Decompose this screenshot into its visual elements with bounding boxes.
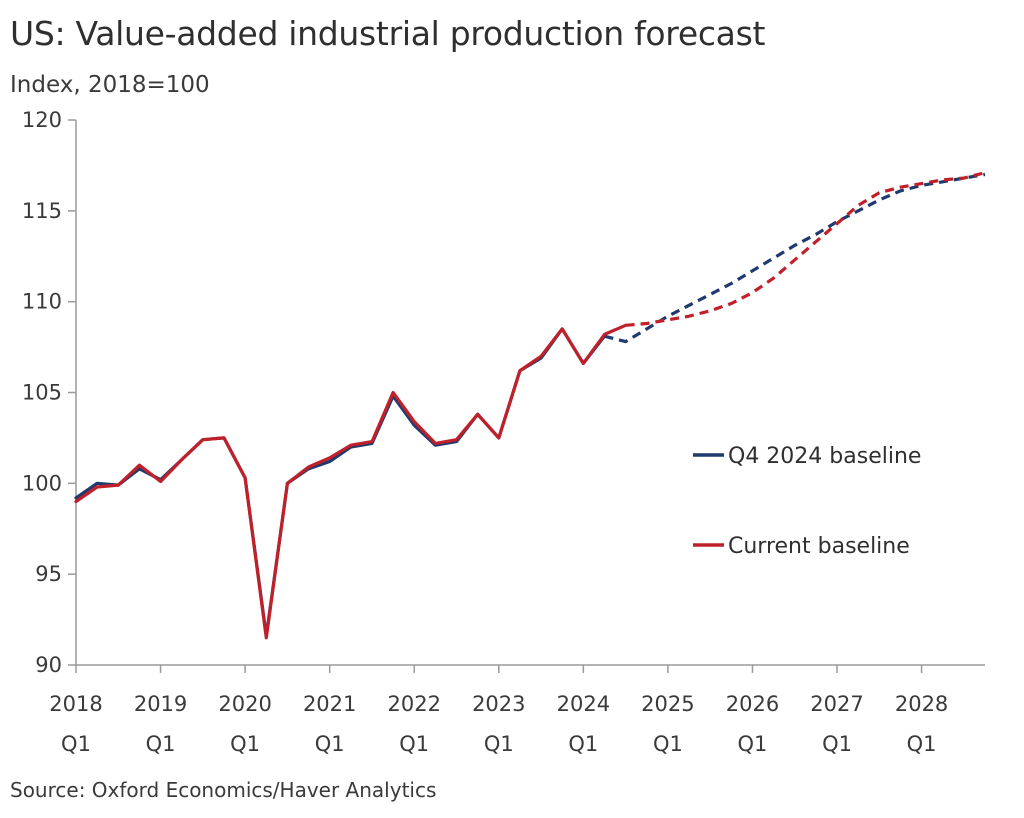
series-line-history-current-baseline — [74, 323, 628, 640]
x-tick-label-year: 2024 — [557, 692, 610, 716]
x-tick-label-quarter: Q1 — [653, 732, 683, 756]
x-tick-label-quarter: Q1 — [822, 732, 852, 756]
x-tick-label-year: 2026 — [726, 692, 779, 716]
y-tick-label: 115 — [22, 199, 62, 223]
axes: 90 95 100 105 110 115 120 2018 Q1 2019 Q1 2020 Q1 202… — [22, 108, 985, 756]
x-tick-label-quarter: Q1 — [568, 732, 598, 756]
source-note: Source: Oxford Economics/Haver Analytics — [10, 778, 437, 802]
x-tick-label-quarter: Q1 — [484, 732, 514, 756]
x-tick-label-quarter: Q1 — [315, 732, 345, 756]
x-tick-label-quarter: Q1 — [907, 732, 937, 756]
x-tick-label-quarter: Q1 — [61, 732, 91, 756]
y-tick-label: 95 — [35, 562, 62, 586]
x-tick-label-year: 2023 — [472, 692, 525, 716]
x-tick-label-quarter: Q1 — [230, 732, 260, 756]
legend: Q4 2024 baseline Current baseline — [693, 444, 921, 559]
series-line-forecast-current-baseline — [625, 171, 986, 327]
chart-subtitle: Index, 2018=100 — [10, 72, 210, 98]
x-tick-label-year: 2027 — [810, 692, 863, 716]
series-line-forecast-q4-2024-baseline — [604, 172, 986, 344]
x-tick-label-year: 2025 — [641, 692, 694, 716]
chart-title: US: Value-added industrial production fo… — [10, 14, 766, 53]
x-tick-label-year: 2019 — [134, 692, 187, 716]
legend-label: Current baseline — [728, 534, 910, 559]
series-line-history-q4-2024-baseline — [74, 327, 607, 638]
x-tick-label-quarter: Q1 — [399, 732, 429, 756]
x-tick-label-quarter: Q1 — [738, 732, 768, 756]
y-tick-label: 105 — [22, 381, 62, 405]
x-tick-label-quarter: Q1 — [146, 732, 176, 756]
y-tick-label: 90 — [35, 653, 62, 677]
x-tick-label-year: 2028 — [895, 692, 948, 716]
x-tick-label-year: 2021 — [303, 692, 356, 716]
x-tick-label-year: 2022 — [388, 692, 441, 716]
y-tick-label: 100 — [22, 471, 62, 495]
series-lines — [74, 171, 986, 640]
y-tick-label: 110 — [22, 290, 62, 314]
legend-label: Q4 2024 baseline — [728, 444, 921, 469]
x-tick-label-year: 2018 — [49, 692, 102, 716]
x-tick-label-year: 2020 — [218, 692, 271, 716]
y-tick-label: 120 — [22, 108, 62, 132]
